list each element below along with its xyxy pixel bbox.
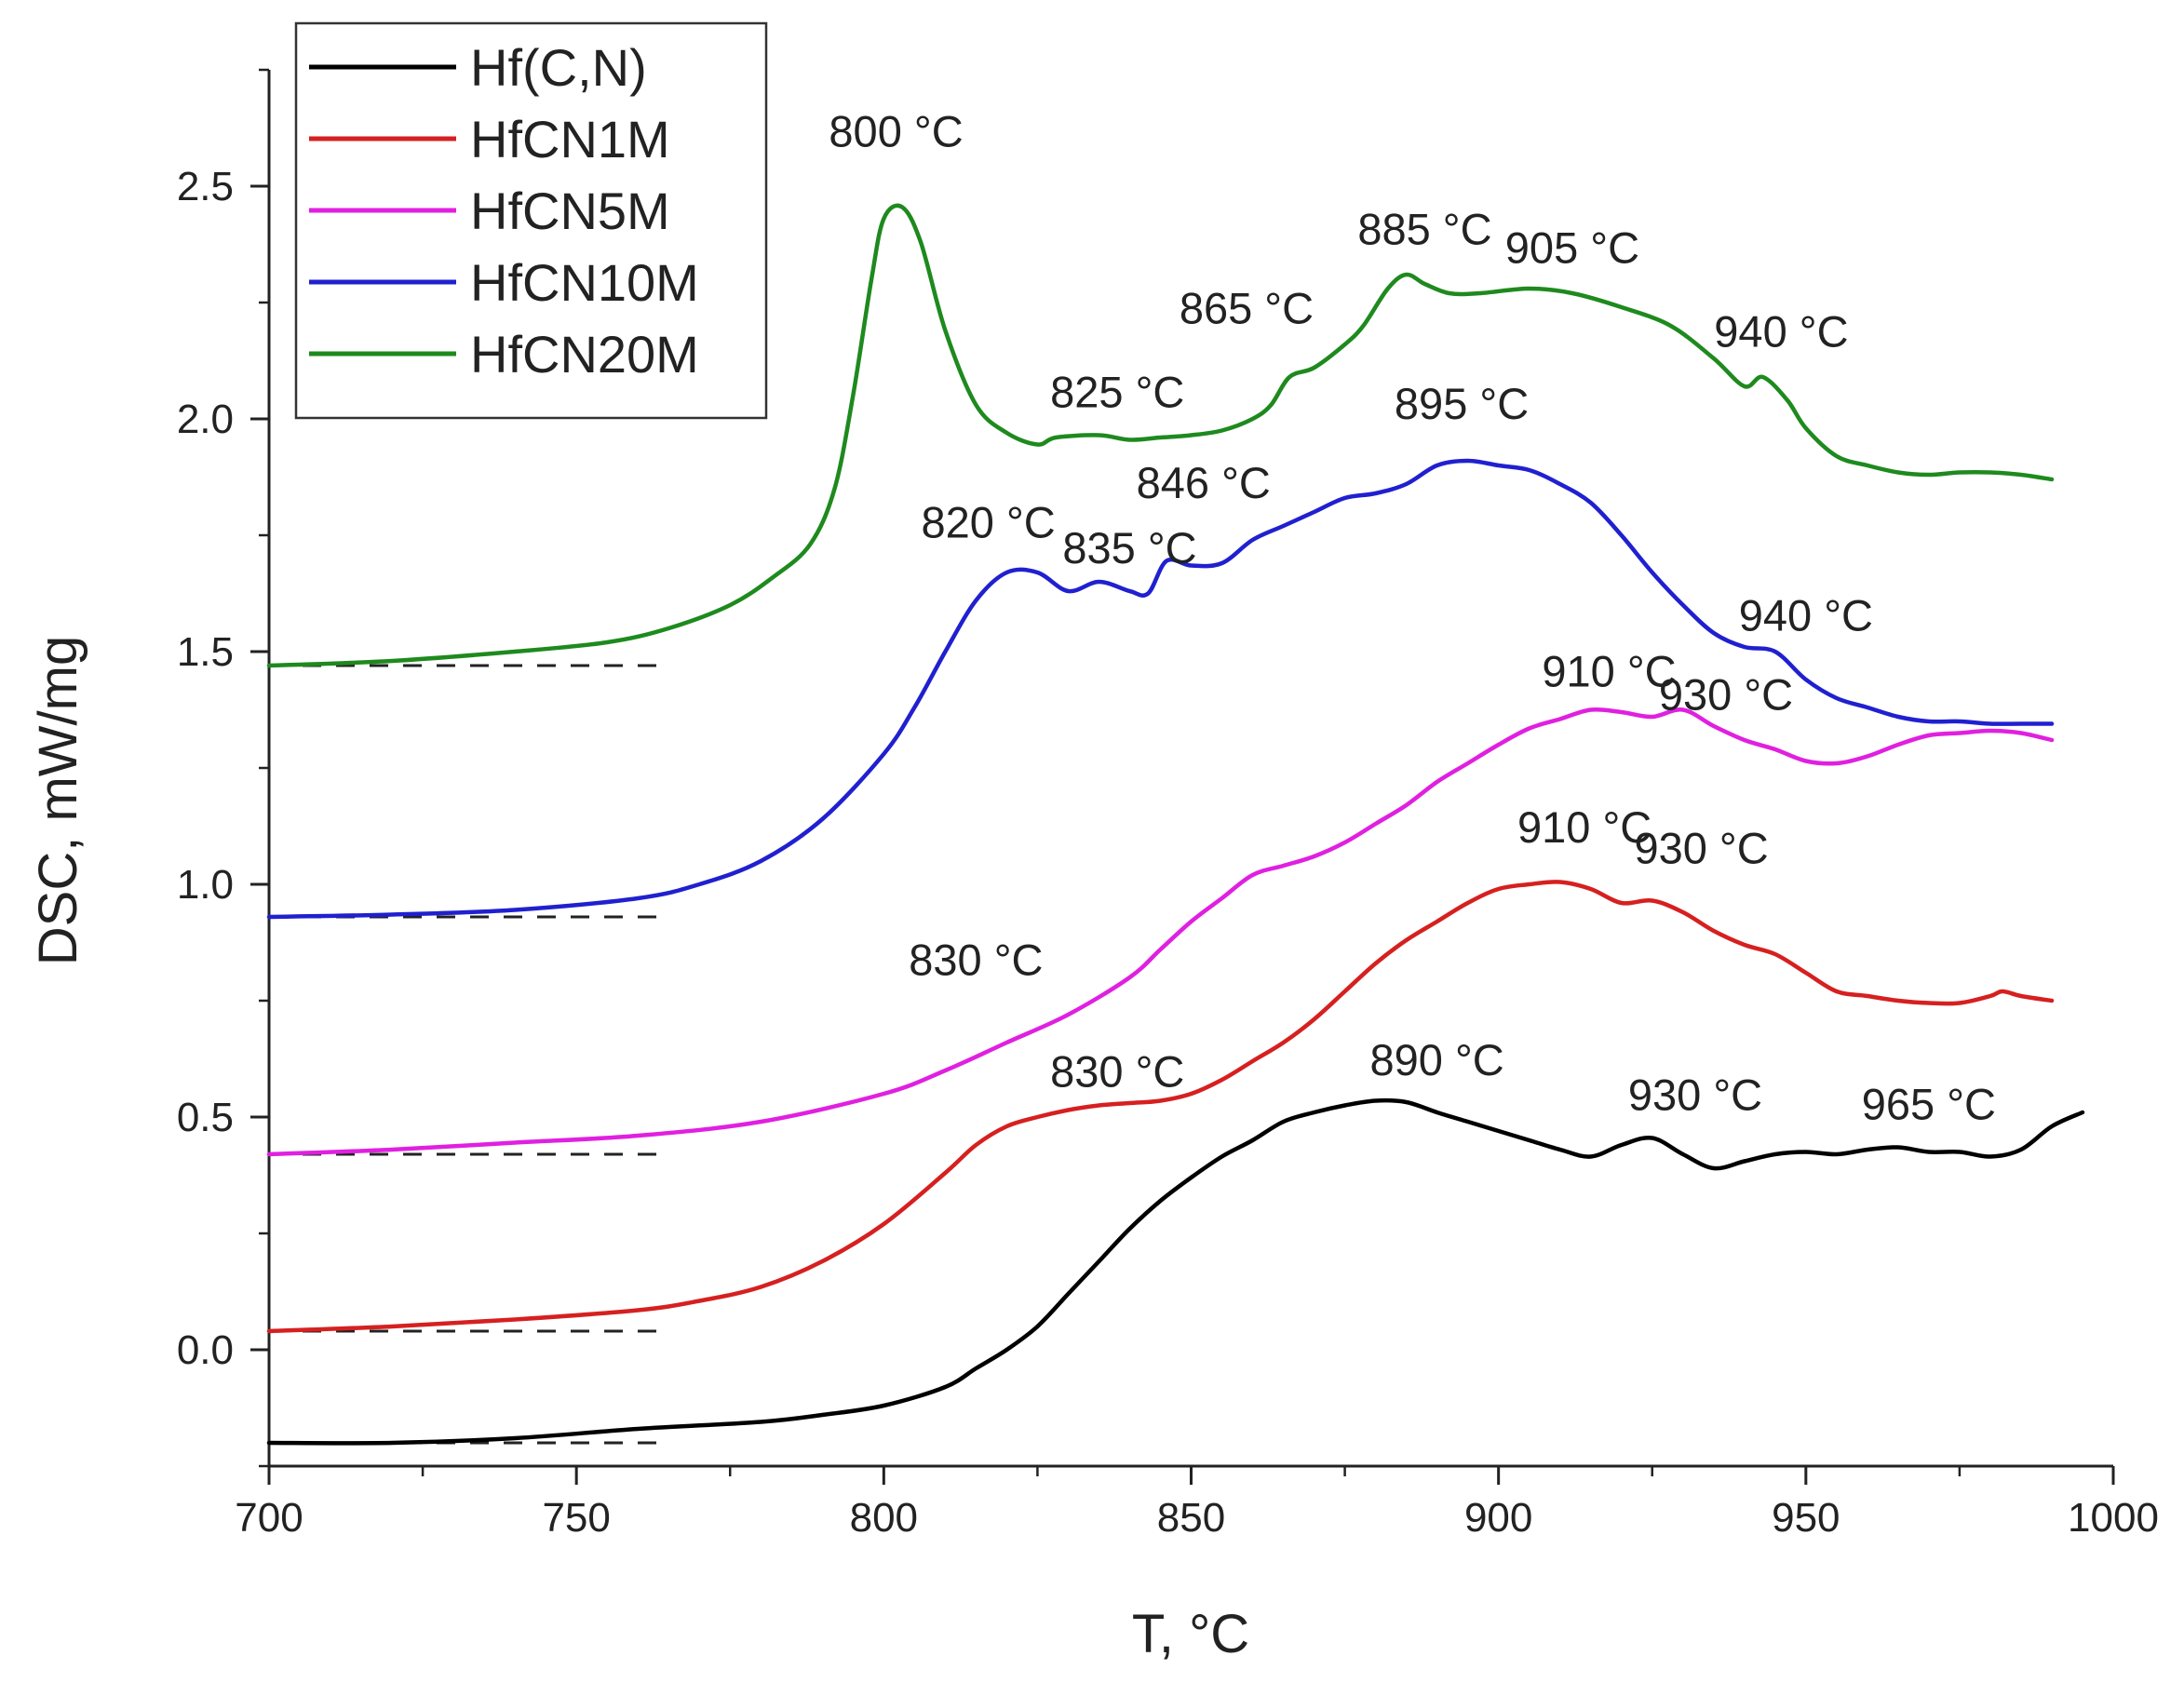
peak-annotation: 930 °C	[1628, 1070, 1762, 1120]
legend-label-hfcn20m: HfCN20M	[470, 325, 699, 384]
legend-label-hfcn5m: HfCN5M	[470, 182, 670, 240]
x-tick-label: 1000	[2068, 1495, 2159, 1541]
x-tick-label: 700	[235, 1495, 303, 1541]
series-lines	[266, 203, 2085, 1446]
legend-label-hf-c-n: Hf(C,N)	[470, 38, 647, 97]
peak-annotation: 846 °C	[1137, 458, 1271, 507]
y-tick-label: 1.5	[177, 629, 234, 675]
legend-label-hfcn10m: HfCN10M	[470, 253, 699, 312]
peak-annotation: 830 °C	[1050, 1047, 1184, 1097]
peak-annotation: 825 °C	[1050, 368, 1184, 417]
series-line-hfcn10m	[266, 458, 2055, 920]
x-tick-label: 800	[850, 1495, 918, 1541]
y-tick-label: 0.5	[177, 1095, 234, 1140]
peak-annotations: 800 °C 825 °C 865 °C 885 °C 905 °C 940 °C 895 …	[829, 107, 1996, 1129]
peak-annotation: 890 °C	[1370, 1035, 1504, 1084]
peak-annotation: 910 °C	[1517, 802, 1651, 852]
peak-annotation: 930 °C	[1634, 824, 1768, 873]
x-tick-label: 750	[542, 1495, 610, 1541]
peak-annotation: 965 °C	[1862, 1080, 1996, 1129]
legend-label-hfcn1m: HfCN1M	[470, 110, 670, 168]
peak-annotation: 800 °C	[829, 107, 963, 156]
series-line-hfcn1m	[266, 880, 2055, 1334]
x-tick-label: 950	[1772, 1495, 1840, 1541]
y-tick-label: 2.5	[177, 164, 234, 209]
series-line-hf-c-n	[266, 1097, 2085, 1446]
peak-annotation: 940 °C	[1714, 307, 1848, 357]
axis-ticks: 700 750 800 850 900 950 1000 0.0 0.5 1.0 1.5 2.0 2.5	[177, 68, 2159, 1541]
peak-annotation: 910 °C	[1542, 647, 1676, 696]
peak-annotation: 940 °C	[1739, 591, 1873, 640]
peak-annotation: 905 °C	[1505, 223, 1639, 273]
baselines	[269, 664, 657, 1445]
x-tick-label: 900	[1464, 1495, 1532, 1541]
peak-annotation: 885 °C	[1357, 205, 1491, 254]
x-axis-title: T, °C	[1132, 1604, 1249, 1664]
peak-annotation: 930 °C	[1659, 670, 1793, 720]
y-axis-title: DSC, mW/mg	[28, 636, 88, 965]
y-tick-label: 0.0	[177, 1327, 234, 1373]
peak-annotation: 830 °C	[909, 936, 1043, 985]
peak-annotation: 820 °C	[921, 498, 1055, 547]
peak-annotation: 865 °C	[1180, 284, 1314, 333]
peak-annotation: 895 °C	[1395, 379, 1529, 428]
x-tick-label: 850	[1157, 1495, 1225, 1541]
series-line-hfcn5m	[266, 707, 2055, 1157]
series-line-hfcn20m	[266, 203, 2055, 668]
y-tick-label: 1.0	[177, 862, 234, 908]
y-tick-label: 2.0	[177, 397, 234, 442]
legend: Hf(C,N) HfCN1M HfCN5M HfCN10M HfCN20M	[294, 21, 768, 420]
peak-annotation: 835 °C	[1062, 523, 1196, 572]
